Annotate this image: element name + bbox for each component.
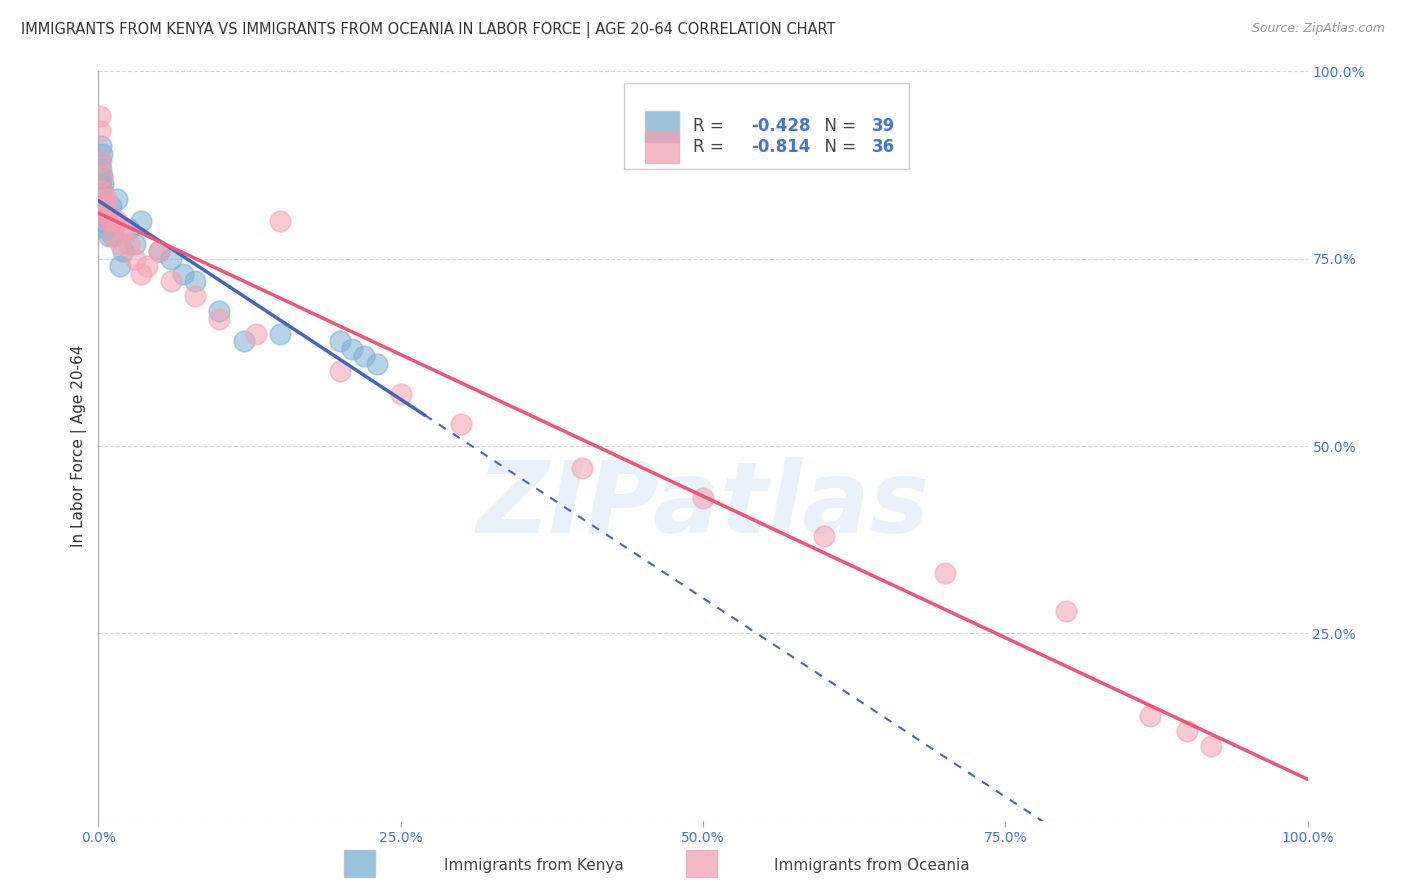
Point bbox=[89, 124, 111, 138]
Point bbox=[91, 169, 114, 184]
Point bbox=[160, 274, 183, 288]
Point bbox=[105, 192, 128, 206]
Point bbox=[692, 491, 714, 506]
Point bbox=[184, 274, 207, 288]
Bar bbox=[686, 850, 717, 877]
Point bbox=[97, 214, 120, 228]
Point bbox=[366, 357, 388, 371]
Text: R =: R = bbox=[693, 138, 730, 156]
Point bbox=[93, 199, 115, 213]
Point bbox=[111, 221, 134, 235]
Point bbox=[934, 566, 956, 581]
Point bbox=[232, 334, 254, 348]
Point bbox=[91, 192, 114, 206]
Point bbox=[90, 177, 112, 191]
Point bbox=[105, 214, 128, 228]
Point bbox=[245, 326, 267, 341]
Point bbox=[1139, 708, 1161, 723]
Point bbox=[124, 252, 146, 266]
Point bbox=[89, 154, 111, 169]
Text: 39: 39 bbox=[872, 118, 896, 136]
Point bbox=[90, 161, 112, 176]
Point bbox=[97, 207, 120, 221]
Text: N =: N = bbox=[814, 118, 862, 136]
Point bbox=[571, 461, 593, 475]
Bar bbox=[344, 850, 375, 877]
Point bbox=[93, 199, 115, 213]
Point bbox=[269, 214, 291, 228]
FancyBboxPatch shape bbox=[624, 83, 908, 169]
Text: -0.814: -0.814 bbox=[751, 138, 811, 156]
Point bbox=[91, 184, 114, 198]
Point bbox=[100, 214, 122, 228]
Point bbox=[148, 244, 170, 259]
Point bbox=[342, 342, 364, 356]
Point bbox=[89, 109, 111, 123]
Point bbox=[91, 184, 114, 198]
Text: Source: ZipAtlas.com: Source: ZipAtlas.com bbox=[1251, 22, 1385, 36]
Point bbox=[118, 221, 141, 235]
Point bbox=[135, 259, 157, 273]
Point bbox=[184, 289, 207, 303]
Point bbox=[90, 154, 112, 169]
Point bbox=[208, 304, 231, 318]
Point bbox=[101, 229, 124, 244]
Point bbox=[108, 259, 131, 273]
Point bbox=[89, 214, 111, 228]
Point bbox=[96, 221, 118, 235]
Point bbox=[93, 214, 115, 228]
Point bbox=[94, 207, 117, 221]
Text: -0.428: -0.428 bbox=[751, 118, 811, 136]
Point bbox=[89, 184, 111, 198]
Point bbox=[450, 417, 472, 431]
Text: 36: 36 bbox=[872, 138, 896, 156]
Point bbox=[160, 252, 183, 266]
Point bbox=[94, 192, 117, 206]
Point bbox=[91, 177, 114, 191]
Point bbox=[389, 386, 412, 401]
Point bbox=[148, 244, 170, 259]
Y-axis label: In Labor Force | Age 20-64: In Labor Force | Age 20-64 bbox=[72, 345, 87, 547]
Point bbox=[813, 529, 835, 543]
Text: Immigrants from Kenya: Immigrants from Kenya bbox=[444, 858, 624, 872]
Point bbox=[91, 192, 114, 206]
Point bbox=[90, 192, 112, 206]
Point bbox=[329, 334, 352, 348]
Point bbox=[269, 326, 291, 341]
Point bbox=[1199, 739, 1222, 753]
Point bbox=[129, 267, 152, 281]
Point bbox=[111, 244, 134, 259]
Text: Immigrants from Oceania: Immigrants from Oceania bbox=[773, 858, 970, 872]
Point bbox=[124, 236, 146, 251]
Bar bbox=[645, 111, 679, 142]
Point bbox=[91, 146, 114, 161]
Point bbox=[96, 214, 118, 228]
Point bbox=[1175, 723, 1198, 738]
Point bbox=[329, 364, 352, 378]
Text: N =: N = bbox=[814, 138, 862, 156]
Point bbox=[129, 214, 152, 228]
Point bbox=[100, 199, 122, 213]
Point bbox=[90, 139, 112, 153]
Text: ZIPatlas: ZIPatlas bbox=[477, 458, 929, 555]
Point bbox=[101, 229, 124, 244]
Point bbox=[98, 229, 121, 244]
Text: R =: R = bbox=[693, 118, 730, 136]
Point bbox=[353, 349, 375, 363]
Text: IMMIGRANTS FROM KENYA VS IMMIGRANTS FROM OCEANIA IN LABOR FORCE | AGE 20-64 CORR: IMMIGRANTS FROM KENYA VS IMMIGRANTS FROM… bbox=[21, 22, 835, 38]
Point bbox=[1054, 604, 1077, 618]
Point bbox=[89, 199, 111, 213]
Point bbox=[208, 311, 231, 326]
Point bbox=[91, 169, 114, 184]
Bar bbox=[645, 131, 679, 162]
Point bbox=[108, 236, 131, 251]
Point bbox=[89, 169, 111, 184]
Point bbox=[172, 267, 194, 281]
Point bbox=[118, 236, 141, 251]
